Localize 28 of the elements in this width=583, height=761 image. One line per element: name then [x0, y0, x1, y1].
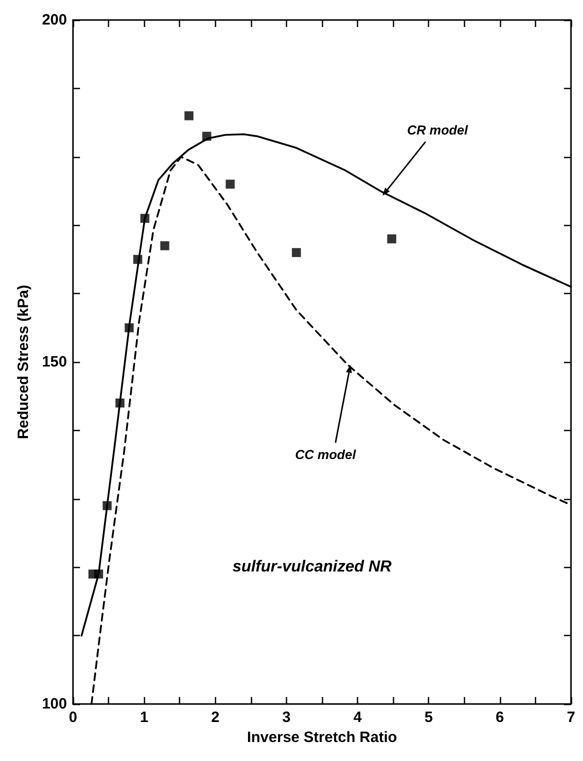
point	[102, 501, 112, 510]
point	[94, 570, 104, 579]
x-tick-label: 0	[68, 709, 78, 726]
y-tick-label: 200	[42, 12, 67, 28]
y-tick-label: 100	[42, 696, 67, 712]
point	[115, 398, 124, 408]
x-tick-label: 5	[424, 709, 433, 726]
point	[133, 254, 142, 264]
point	[226, 180, 235, 189]
x-tick-label: 6	[496, 709, 504, 726]
point	[202, 132, 212, 141]
point	[387, 234, 396, 244]
annotation: CC model	[295, 447, 356, 462]
y-axis-title: Reduced Stress (kPa)	[15, 284, 32, 440]
annotation: CR model	[407, 122, 468, 138]
point	[184, 111, 194, 120]
annotation: sulfur-vulcanized NR	[232, 558, 392, 576]
point	[124, 323, 134, 332]
point	[292, 248, 301, 258]
point	[160, 241, 170, 250]
y-tick-label: 150	[42, 354, 67, 370]
x-tick-label: 3	[282, 709, 291, 726]
x-axis-title: Inverse Stretch Ratio	[246, 728, 398, 746]
point	[140, 214, 150, 223]
x-tick-label: 7	[566, 709, 576, 726]
x-tick-label: 1	[140, 709, 148, 726]
x-tick-label: 4	[353, 709, 362, 726]
x-tick-label: 2	[211, 709, 220, 726]
